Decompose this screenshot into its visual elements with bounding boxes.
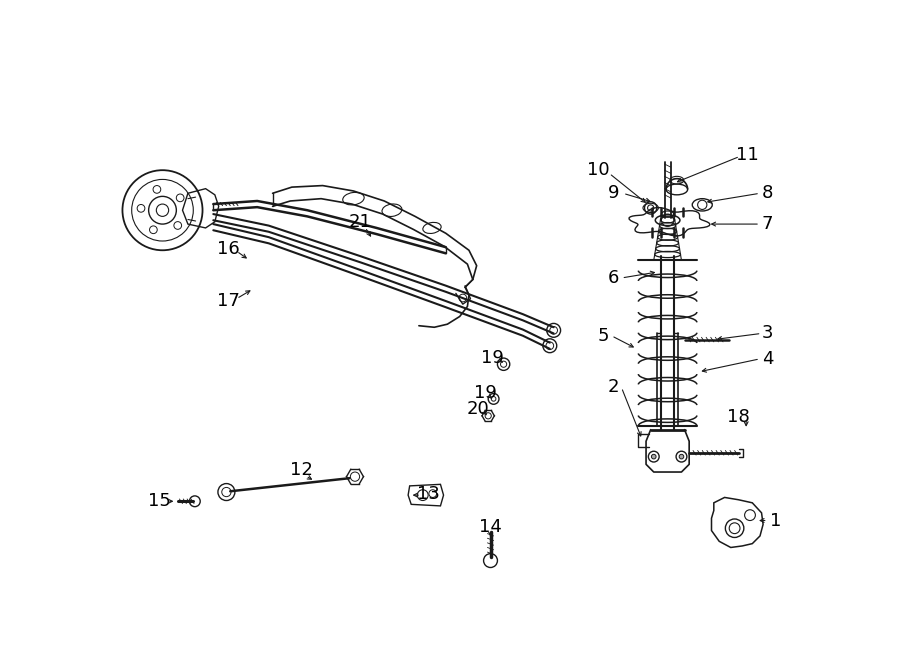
Text: 18: 18 xyxy=(727,408,750,426)
Text: 14: 14 xyxy=(479,518,502,537)
Text: 17: 17 xyxy=(217,292,240,310)
Text: 6: 6 xyxy=(608,269,619,287)
Text: 2: 2 xyxy=(608,378,619,397)
Text: 15: 15 xyxy=(148,492,171,510)
Text: 3: 3 xyxy=(762,325,773,342)
Text: 7: 7 xyxy=(762,215,773,233)
Circle shape xyxy=(652,454,656,459)
Text: 19: 19 xyxy=(481,349,503,367)
Text: 1: 1 xyxy=(770,512,781,529)
Text: 9: 9 xyxy=(608,184,619,202)
Text: 8: 8 xyxy=(762,184,773,202)
Text: 11: 11 xyxy=(736,146,759,164)
Circle shape xyxy=(680,454,684,459)
Text: 20: 20 xyxy=(467,400,490,418)
Text: 19: 19 xyxy=(474,385,498,403)
Text: 16: 16 xyxy=(217,240,240,258)
Text: 10: 10 xyxy=(587,161,609,179)
Text: 4: 4 xyxy=(762,350,773,368)
Text: 13: 13 xyxy=(418,485,440,502)
Text: 5: 5 xyxy=(598,327,609,345)
Text: 12: 12 xyxy=(290,461,312,479)
Text: 21: 21 xyxy=(348,213,371,231)
